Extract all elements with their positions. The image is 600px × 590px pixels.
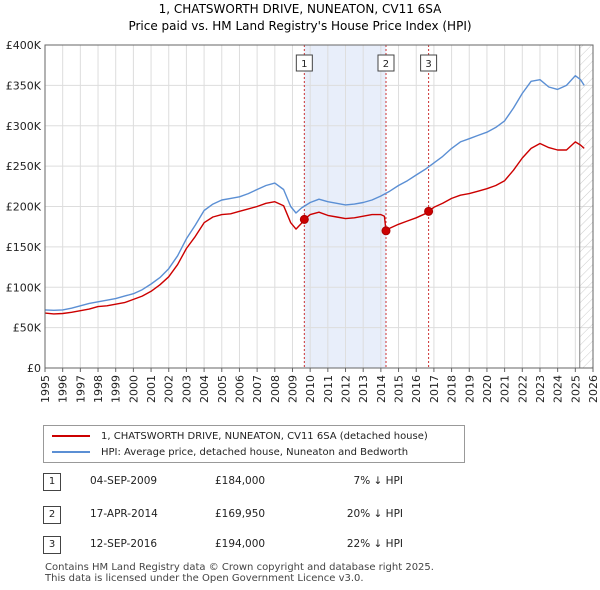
sale-point (424, 206, 434, 216)
x-tick-label: 2014 (375, 375, 388, 403)
x-tick-label: 2004 (198, 375, 211, 403)
sale-date: 04-SEP-2009 (90, 475, 158, 487)
sale-number-badge: 2 (43, 506, 61, 524)
x-tick-label: 2010 (304, 375, 317, 403)
x-tick-label: 2007 (251, 375, 264, 403)
x-tick-label: 2021 (499, 375, 512, 403)
sale-point (381, 226, 391, 236)
x-tick-label: 2005 (216, 375, 229, 403)
sale-marker-label: 1 (301, 59, 307, 70)
x-tick-label: 2006 (233, 375, 246, 403)
legend-swatch-hpi (52, 451, 90, 453)
y-tick-label: £400K (6, 39, 42, 52)
legend-label-property: 1, CHATSWORTH DRIVE, NUNEATON, CV11 6SA … (101, 430, 428, 442)
y-tick-label: £250K (6, 160, 42, 173)
x-tick-label: 1998 (92, 375, 105, 403)
sale-date: 12-SEP-2016 (90, 538, 158, 550)
x-tick-label: 2001 (145, 375, 158, 403)
sale-marker-box (377, 54, 395, 72)
y-tick-label: £50K (13, 322, 42, 335)
legend-item-property: 1, CHATSWORTH DRIVE, NUNEATON, CV11 6SA … (52, 429, 428, 443)
x-tick-label: 2024 (552, 375, 565, 403)
x-tick-label: 2012 (340, 375, 353, 403)
x-tick-label: 2003 (180, 375, 193, 403)
sale-price: £169,950 (215, 508, 266, 520)
x-tick-label: 2019 (463, 375, 476, 403)
y-tick-label: £0 (27, 362, 41, 375)
x-tick-label: 1997 (74, 375, 87, 403)
plot-frame (44, 44, 594, 369)
footer: Contains HM Land Registry data © Crown c… (45, 562, 434, 584)
x-tick-label: 2026 (587, 375, 600, 403)
chart-subtitle: Price paid vs. HM Land Registry's House … (128, 19, 471, 33)
x-tick-label: 2018 (446, 375, 459, 403)
x-tick-label: 2009 (286, 375, 299, 403)
x-tick-label: 2022 (516, 375, 529, 403)
x-tick-label: 2016 (410, 375, 423, 403)
sale-marker-box (420, 54, 438, 72)
y-tick-label: £300K (6, 120, 42, 133)
x-tick-label: 2011 (322, 375, 335, 403)
chart-title: 1, CHATSWORTH DRIVE, NUNEATON, CV11 6SA (159, 2, 442, 16)
y-tick-label: £100K (6, 281, 42, 294)
footer-licence: This data is licensed under the Open Gov… (45, 573, 364, 584)
sale-marker-label: 3 (425, 59, 431, 70)
x-tick-label: 1996 (57, 375, 70, 403)
sale-hpi-diff: 22% ↓ HPI (346, 538, 403, 550)
legend: 1, CHATSWORTH DRIVE, NUNEATON, CV11 6SA … (43, 425, 465, 463)
sale-date: 17-APR-2014 (90, 508, 158, 520)
sale-row: 2 17-APR-2014 £169,950 20% ↓ HPI (43, 506, 563, 524)
x-tick-label: 2015 (393, 375, 406, 403)
y-tick-label: £350K (6, 79, 42, 92)
sale-hpi-diff: 20% ↓ HPI (346, 508, 403, 520)
x-tick-label: 2025 (569, 375, 582, 403)
sale-number-badge: 3 (43, 536, 61, 554)
sale-price: £184,000 (215, 475, 266, 487)
sale-row: 3 12-SEP-2016 £194,000 22% ↓ HPI (43, 536, 563, 554)
sale-point (299, 214, 309, 224)
sale-number-badge: 1 (43, 473, 61, 491)
sale-marker-box (295, 54, 313, 72)
x-tick-label: 2023 (534, 375, 547, 403)
x-tick-label: 2008 (269, 375, 282, 403)
series-line-property (44, 141, 585, 315)
future-hatch (579, 45, 593, 368)
x-tick-label: 2017 (428, 375, 441, 403)
y-tick-label: £150K (6, 241, 42, 254)
sale-hpi-diff: 7% ↓ HPI (353, 475, 403, 487)
footer-copyright: Contains HM Land Registry data © Crown c… (45, 562, 434, 573)
sale-marker-label: 2 (383, 59, 389, 70)
sale-row: 1 04-SEP-2009 £184,000 7% ↓ HPI (43, 473, 563, 491)
legend-item-hpi: HPI: Average price, detached house, Nune… (52, 445, 408, 459)
legend-swatch-property (52, 435, 90, 437)
x-tick-label: 2020 (481, 375, 494, 403)
sale-price: £194,000 (215, 538, 266, 550)
x-tick-label: 2002 (163, 375, 176, 403)
y-tick-label: £200K (6, 201, 42, 214)
price-chart: 1, CHATSWORTH DRIVE, NUNEATON, CV11 6SA … (6, 2, 600, 403)
x-tick-label: 2013 (357, 375, 370, 403)
x-tick-label: 2000 (127, 375, 140, 403)
series-line-hpi (44, 74, 585, 311)
x-tick-label: 1995 (39, 375, 52, 403)
legend-label-hpi: HPI: Average price, detached house, Nune… (101, 446, 409, 458)
x-tick-label: 1999 (110, 375, 123, 403)
